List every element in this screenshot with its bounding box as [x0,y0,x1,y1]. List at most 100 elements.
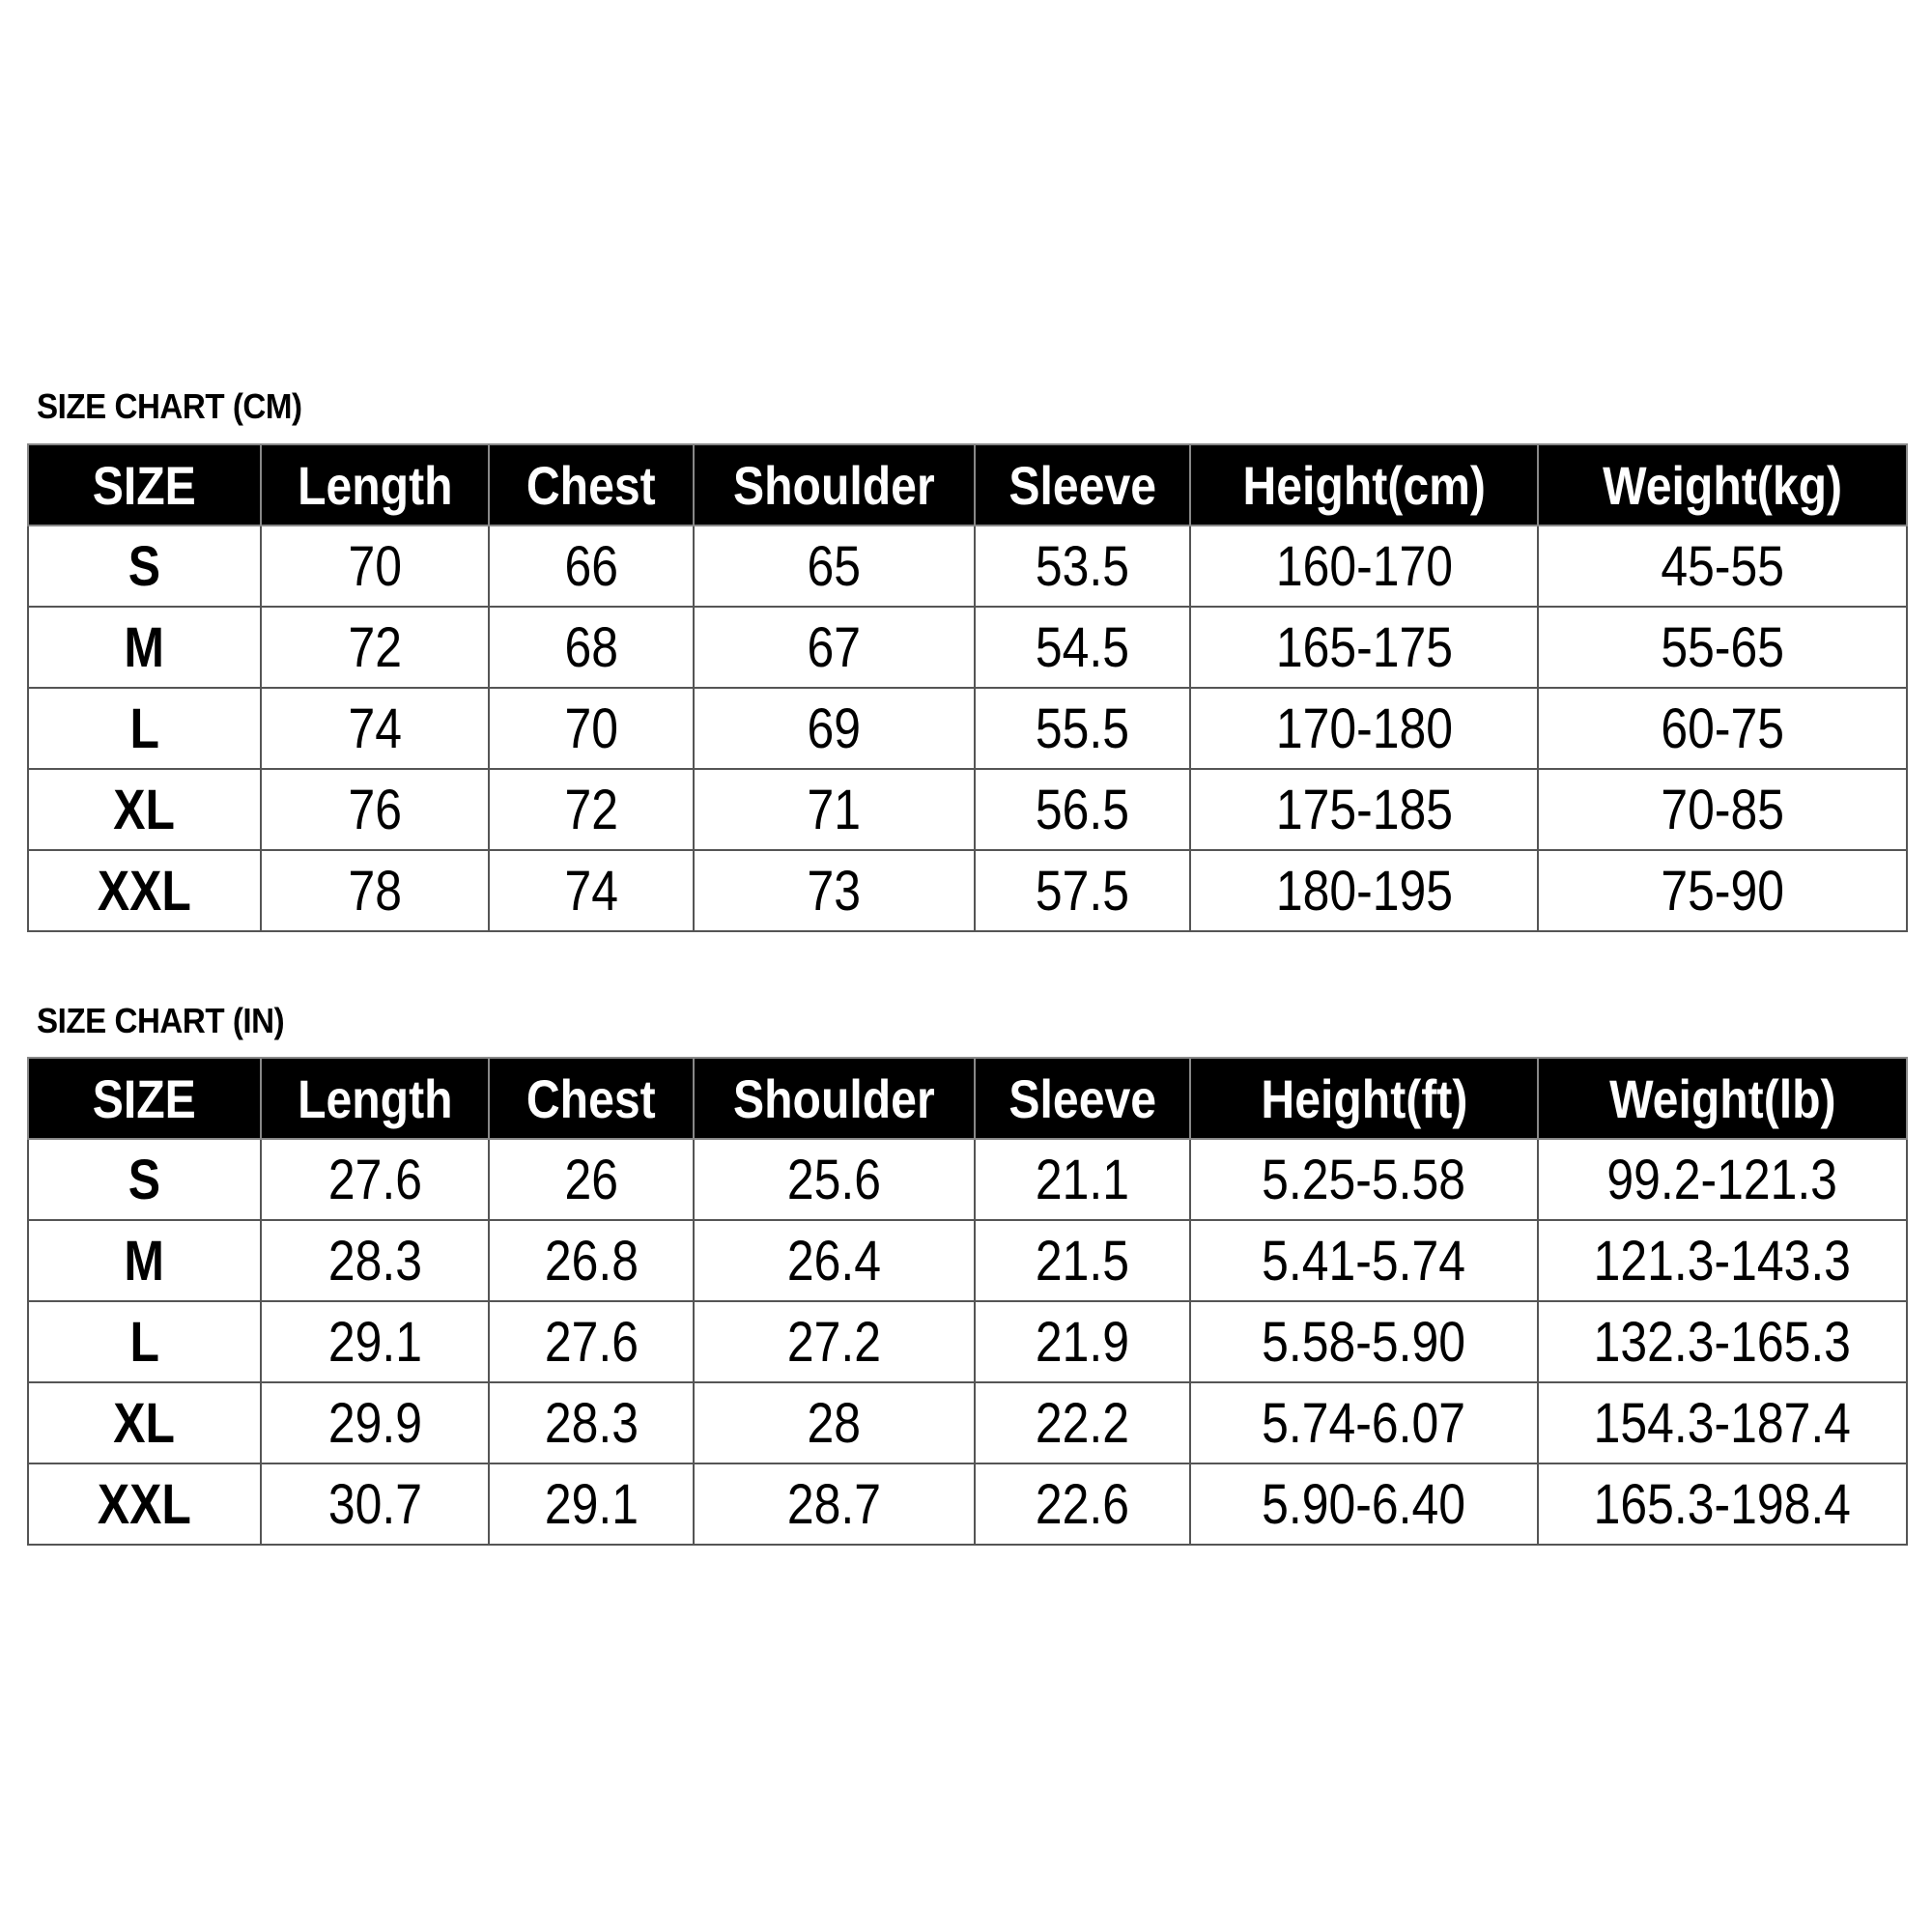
value-cell: 28.7 [693,1463,976,1546]
cell-text: S [128,534,161,598]
cell-text: 28 [807,1391,862,1455]
value-cell: 72 [488,768,695,851]
column-header-label: Chest [526,1067,656,1129]
cell-text: 69 [807,696,862,760]
cell-text: 5.25-5.58 [1262,1148,1466,1211]
value-cell: 54.5 [974,606,1191,689]
cell-text: 65 [807,534,862,598]
column-header: Height(cm) [1189,443,1539,526]
column-header: SIZE [27,1057,262,1140]
column-header: Weight(kg) [1537,443,1908,526]
size-table-in: SIZE Length Chest Shoulder Sleeve Height(ft) W… [27,1057,1908,1546]
cell-text: 121.3-143.3 [1593,1229,1852,1293]
table-row: XXL 30.7 29.1 28.7 22.6 5.90-6.40 165.3-198.4 [27,1463,1908,1546]
header-row: SIZE Length Chest Shoulder Sleeve Height(ft) W… [27,1057,1908,1140]
value-cell: 30.7 [260,1463,490,1546]
column-header-label: Weight(lb) [1608,1067,1836,1129]
size-cell: M [27,1219,262,1302]
cell-text: 27.2 [786,1310,882,1374]
value-cell: 53.5 [974,525,1191,608]
cell-text: 5.58-5.90 [1262,1310,1466,1374]
cell-text: 72 [564,778,618,841]
cell-text: 29.9 [327,1391,422,1455]
value-cell: 99.2-121.3 [1537,1138,1908,1221]
column-header-label: SIZE [92,1067,197,1129]
value-cell: 21.9 [974,1300,1191,1383]
size-cell: XL [27,768,262,851]
value-cell: 27.6 [260,1138,490,1221]
cell-text: 73 [807,859,862,923]
cell-text: 25.6 [786,1148,882,1211]
value-cell: 56.5 [974,768,1191,851]
column-header: SIZE [27,443,262,526]
cell-text: 72 [348,615,402,679]
value-cell: 26.4 [693,1219,976,1302]
value-cell: 26 [488,1138,695,1221]
table-row: S 27.6 26 25.6 21.1 5.25-5.58 99.2-121.3 [27,1138,1908,1221]
cell-text: L [129,696,159,760]
value-cell: 27.6 [488,1300,695,1383]
value-cell: 65 [693,525,976,608]
cell-text: 75-90 [1661,859,1784,923]
value-cell: 165-175 [1189,606,1539,689]
column-header-label: Length [297,454,453,516]
column-header-label: Length [297,1067,453,1129]
column-header-label: Chest [526,454,656,516]
value-cell: 60-75 [1537,687,1908,770]
cell-text: 53.5 [1035,534,1130,598]
value-cell: 76 [260,768,490,851]
value-cell: 170-180 [1189,687,1539,770]
table-row: XXL 78 74 73 57.5 180-195 75-90 [27,849,1908,932]
cell-text: 29.1 [544,1472,639,1536]
cell-text: 5.90-6.40 [1262,1472,1466,1536]
table-row: XL 76 72 71 56.5 175-185 70-85 [27,768,1908,851]
value-cell: 5.25-5.58 [1189,1138,1539,1221]
cell-text: 74 [564,859,618,923]
cell-text: 54.5 [1035,615,1130,679]
cell-text: 70-85 [1661,778,1784,841]
table-row: S 70 66 65 53.5 160-170 45-55 [27,525,1908,608]
table-row: L 29.1 27.6 27.2 21.9 5.58-5.90 132.3-165.3 [27,1300,1908,1383]
cell-text: 30.7 [327,1472,422,1536]
value-cell: 69 [693,687,976,770]
value-cell: 70 [488,687,695,770]
size-cell: M [27,606,262,689]
cell-text: 28.7 [786,1472,882,1536]
size-table-cm: SIZE Length Chest Shoulder Sleeve Height(cm) W… [27,443,1908,932]
cell-text: XL [113,778,176,841]
cell-text: 55-65 [1661,615,1784,679]
value-cell: 70 [260,525,490,608]
value-cell: 21.5 [974,1219,1191,1302]
value-cell: 22.6 [974,1463,1191,1546]
cell-text: 28.3 [544,1391,639,1455]
value-cell: 74 [488,849,695,932]
value-cell: 73 [693,849,976,932]
value-cell: 74 [260,687,490,770]
value-cell: 5.74-6.07 [1189,1381,1539,1464]
table-row: M 72 68 67 54.5 165-175 55-65 [27,606,1908,689]
size-chart-in-title: SIZE CHART (IN) [37,1001,285,1040]
column-header-label: Sleeve [1009,1067,1156,1129]
cell-text: 22.6 [1035,1472,1130,1536]
cell-text: 154.3-187.4 [1593,1391,1852,1455]
cell-text: XL [113,1391,176,1455]
cell-text: 160-170 [1275,534,1453,598]
cell-text: 21.9 [1035,1310,1130,1374]
value-cell: 68 [488,606,695,689]
value-cell: 154.3-187.4 [1537,1381,1908,1464]
value-cell: 57.5 [974,849,1191,932]
size-cell: XXL [27,849,262,932]
value-cell: 22.2 [974,1381,1191,1464]
value-cell: 26.8 [488,1219,695,1302]
size-cell: XXL [27,1463,262,1546]
value-cell: 78 [260,849,490,932]
value-cell: 67 [693,606,976,689]
cell-text: 26 [564,1148,618,1211]
cell-text: M [124,615,165,679]
size-cell: S [27,525,262,608]
cell-text: 27.6 [544,1310,639,1374]
value-cell: 175-185 [1189,768,1539,851]
column-header: Shoulder [693,443,976,526]
cell-text: 21.1 [1035,1148,1130,1211]
value-cell: 5.90-6.40 [1189,1463,1539,1546]
